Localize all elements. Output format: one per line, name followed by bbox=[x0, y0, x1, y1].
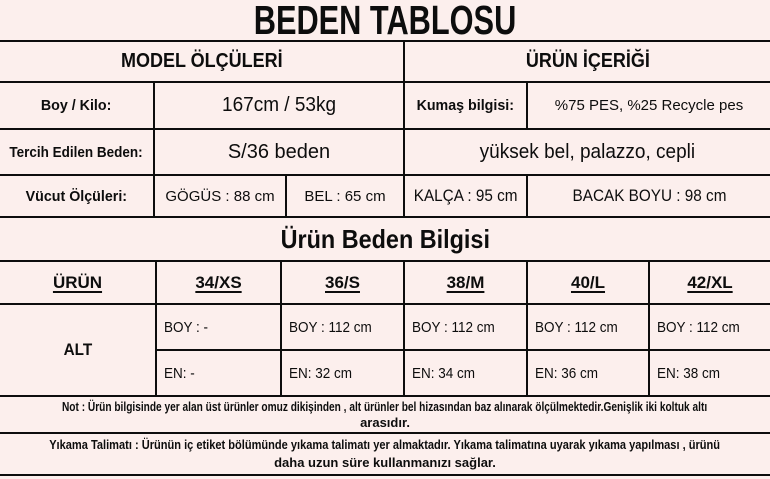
height-weight-fabric-row: Boy / Kilo: 167cm / 53kg Kumaş bilgisi: … bbox=[0, 83, 770, 130]
en-42xl-cell: EN: 38 cm bbox=[650, 351, 770, 395]
en-38m: EN: 34 cm bbox=[412, 364, 476, 382]
en-36s-cell: EN: 32 cm bbox=[282, 351, 405, 395]
row-label-alt: ALT bbox=[63, 340, 92, 359]
hip-value: KALÇA : 95 cm bbox=[413, 186, 518, 205]
size-col-product-cell: ÜRÜN bbox=[0, 262, 157, 303]
product-features: yüksek bel, palazzo, cepli bbox=[479, 140, 696, 163]
boy-40l-cell: BOY : 112 cm bbox=[528, 305, 650, 349]
title-row: BEDEN TABLOSU bbox=[0, 0, 770, 42]
product-content-header-cell: ÜRÜN İÇERİĞİ bbox=[405, 42, 770, 81]
fabric-value: %75 PES, %25 Recycle pes bbox=[554, 97, 744, 114]
model-measurements-header: MODEL ÖLÇÜLERİ bbox=[120, 50, 283, 72]
size-col-40l-cell: 40/L bbox=[528, 262, 650, 303]
boy-42xl: BOY : 112 cm bbox=[657, 318, 740, 336]
boy-42xl-cell: BOY : 112 cm bbox=[650, 305, 770, 349]
size-col-38m: 38/M bbox=[446, 272, 485, 292]
height-weight-value: 167cm / 53kg bbox=[221, 94, 337, 116]
model-table-header-row: MODEL ÖLÇÜLERİ ÜRÜN İÇERİĞİ bbox=[0, 42, 770, 83]
measurement-note-line1: Not : Ürün bilgisinde yer alan üst ürünl… bbox=[62, 398, 708, 414]
size-col-34xs-cell: 34/XS bbox=[157, 262, 282, 303]
preferred-size-label-cell: Tercih Edilen Beden: bbox=[0, 130, 155, 174]
size-col-40l: 40/L bbox=[570, 272, 606, 292]
en-36s: EN: 32 cm bbox=[289, 364, 353, 382]
title-cell: BEDEN TABLOSU bbox=[0, 0, 770, 43]
size-col-42xl-cell: 42/XL bbox=[650, 262, 770, 303]
boy-34xs: BOY : - bbox=[164, 318, 209, 336]
boy-40l: BOY : 112 cm bbox=[535, 318, 618, 336]
size-table-body-row: ALT BOY : - BOY : 112 cm BOY : 112 cm BO… bbox=[0, 305, 770, 397]
measurement-note-line2: arasıdır. bbox=[360, 414, 410, 430]
boy-36s: BOY : 112 cm bbox=[289, 318, 372, 336]
fabric-label-cell: Kumaş bilgisi: bbox=[405, 83, 528, 128]
en-34xs-cell: EN: - bbox=[157, 351, 282, 395]
preferred-size-row: Tercih Edilen Beden: S/36 beden yüksek b… bbox=[0, 130, 770, 176]
size-col-38m-cell: 38/M bbox=[405, 262, 528, 303]
en-42xl: EN: 38 cm bbox=[657, 364, 721, 382]
hip-cell: KALÇA : 95 cm bbox=[405, 176, 528, 216]
boy-36s-cell: BOY : 112 cm bbox=[282, 305, 405, 349]
en-34xs: EN: - bbox=[164, 364, 195, 382]
size-col-42xl: 42/XL bbox=[687, 272, 733, 292]
chest-value: GÖGÜS : 88 cm bbox=[165, 187, 275, 205]
body-measurements-row: Vücut Ölçüleri: GÖGÜS : 88 cm BEL : 65 c… bbox=[0, 176, 770, 218]
boy-38m-cell: BOY : 112 cm bbox=[405, 305, 528, 349]
waist-cell: BEL : 65 cm bbox=[287, 176, 405, 216]
body-measures-label-cell: Vücut Ölçüleri: bbox=[0, 176, 155, 216]
size-section-title: Ürün Beden Bilgisi bbox=[280, 223, 490, 254]
fabric-label: Kumaş bilgisi: bbox=[416, 97, 515, 114]
size-col-36s: 36/S bbox=[325, 272, 360, 292]
row-label-alt-cell: ALT bbox=[0, 305, 157, 395]
size-col-36s-cell: 36/S bbox=[282, 262, 405, 303]
size-col-product: ÜRÜN bbox=[52, 272, 103, 292]
washing-instructions-line2: daha uzun süre kullanmanızı sağlar. bbox=[274, 455, 496, 470]
size-col-34xs: 34/XS bbox=[195, 272, 242, 292]
model-measurements-header-cell: MODEL ÖLÇÜLERİ bbox=[0, 42, 405, 81]
body-measures-label: Vücut Ölçüleri: bbox=[25, 187, 128, 205]
chest-cell: GÖGÜS : 88 cm bbox=[155, 176, 287, 216]
size-values-grid: BOY : - BOY : 112 cm BOY : 112 cm BOY : … bbox=[157, 305, 770, 395]
en-38m-cell: EN: 34 cm bbox=[405, 351, 528, 395]
height-weight-label-cell: Boy / Kilo: bbox=[0, 83, 155, 128]
en-subrow: EN: - EN: 32 cm EN: 34 cm EN: 36 cm EN: … bbox=[157, 351, 770, 395]
en-40l: EN: 36 cm bbox=[535, 364, 599, 382]
en-40l-cell: EN: 36 cm bbox=[528, 351, 650, 395]
height-weight-label: Boy / Kilo: bbox=[41, 97, 112, 114]
size-section-title-cell: Ürün Beden Bilgisi bbox=[0, 218, 770, 260]
boy-34xs-cell: BOY : - bbox=[157, 305, 282, 349]
preferred-size-label: Tercih Edilen Beden: bbox=[9, 143, 144, 161]
fabric-value-cell: %75 PES, %25 Recycle pes bbox=[528, 83, 770, 128]
size-table-header-row: ÜRÜN 34/XS 36/S 38/M 40/L 42/XL bbox=[0, 262, 770, 305]
washing-instructions-line1: Yıkama Talimatı : Ürünün iç etiket bölüm… bbox=[49, 437, 721, 452]
measurement-note-row: Not : Ürün bilgisinde yer alan üst ürünl… bbox=[0, 397, 770, 434]
leg-length-value: BACAK BOYU : 98 cm bbox=[572, 186, 726, 205]
waist-value: BEL : 65 cm bbox=[304, 187, 386, 205]
size-section-title-row: Ürün Beden Bilgisi bbox=[0, 218, 770, 262]
preferred-size-value-cell: S/36 beden bbox=[155, 130, 405, 174]
preferred-size-value: S/36 beden bbox=[227, 140, 331, 163]
product-features-cell: yüksek bel, palazzo, cepli bbox=[405, 130, 770, 174]
washing-instructions-row: Yıkama Talimatı : Ürünün iç etiket bölüm… bbox=[0, 434, 770, 476]
boy-38m: BOY : 112 cm bbox=[412, 318, 495, 336]
leg-length-cell: BACAK BOYU : 98 cm bbox=[528, 176, 770, 216]
height-weight-value-cell: 167cm / 53kg bbox=[155, 83, 405, 128]
boy-subrow: BOY : - BOY : 112 cm BOY : 112 cm BOY : … bbox=[157, 305, 770, 351]
product-content-header: ÜRÜN İÇERİĞİ bbox=[525, 50, 650, 72]
page-title: BEDEN TABLOSU bbox=[253, 0, 517, 43]
